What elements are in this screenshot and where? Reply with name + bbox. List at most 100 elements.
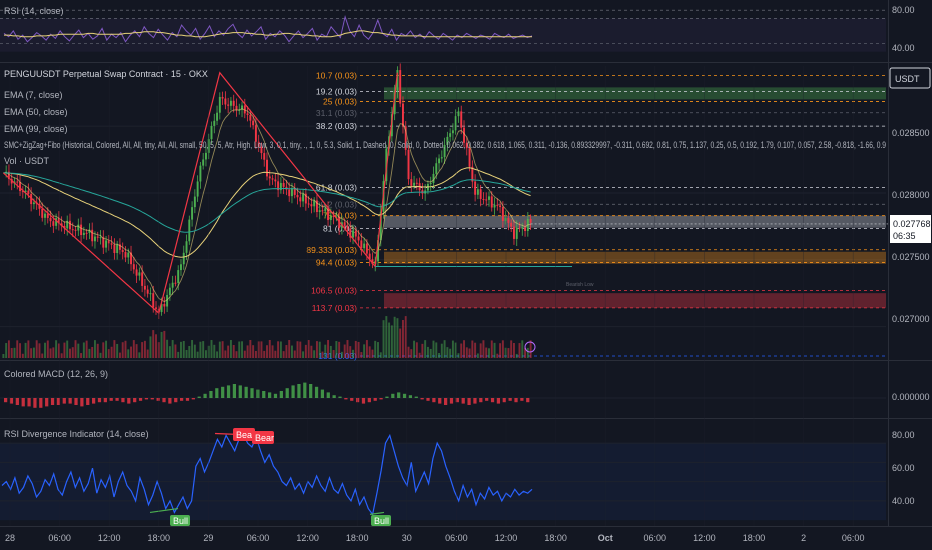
candle-body: [266, 159, 268, 177]
time-tick-label: 18:00: [346, 533, 369, 543]
volume-bar: [390, 325, 393, 358]
main-title[interactable]: PENGUUSDT Perpetual Swap Contract · 15 ·…: [4, 69, 208, 79]
candle-body: [438, 158, 441, 164]
macd-bar: [115, 398, 119, 401]
price-tick-1: 0.028500: [892, 128, 930, 138]
volume-bar: [107, 349, 110, 358]
fib-label-10: 94.4 (0.03): [316, 257, 357, 267]
ema99-legend[interactable]: EMA (99, close): [4, 124, 68, 134]
rsi-top-title[interactable]: RSI (14, close): [4, 6, 64, 16]
macd-bar: [332, 395, 336, 398]
candle-body: [174, 282, 177, 284]
last-price-badge: [890, 215, 931, 243]
macd-bar: [232, 384, 237, 398]
volume-bar: [338, 341, 341, 358]
volume-bar: [352, 349, 354, 358]
candle-body: [413, 182, 416, 186]
volume-bar: [24, 342, 27, 358]
volume-bar: [374, 340, 377, 358]
macd-bar: [297, 384, 301, 398]
candle-body: [143, 285, 146, 290]
volume-bar: [268, 340, 271, 358]
rsi-div-title[interactable]: RSI Divergence Indicator (14, close): [4, 429, 149, 439]
candle-body: [235, 105, 238, 111]
volume-bar: [377, 342, 379, 358]
main-price-pane: 10.7 (0.03) 19.2 (0.03)25 (0.03) 31.1 (0.0…: [0, 63, 888, 361]
macd-tick-0: 0.000000: [892, 392, 930, 402]
volume-bar: [335, 341, 338, 358]
volume-bar: [443, 340, 446, 358]
volume-bar: [52, 347, 55, 358]
candle-body: [66, 220, 69, 229]
candle-body: [354, 230, 357, 237]
macd-bar: [262, 391, 266, 398]
macd-title[interactable]: Colored MACD (12, 26, 9): [4, 369, 108, 379]
candle-body: [277, 181, 280, 191]
candle-body: [102, 237, 105, 248]
candle-body: [188, 219, 191, 242]
macd-bar: [338, 396, 342, 398]
bear-label-1: Bear: [236, 430, 255, 440]
volume-bar: [188, 345, 191, 358]
price-tick-3: 0.027500: [892, 252, 930, 262]
volume-bar: [266, 345, 268, 358]
macd-bar: [39, 398, 43, 408]
macd-bar: [4, 398, 8, 403]
fib-zone-red: [384, 293, 886, 308]
rsi-div-tick-60: 60.00: [892, 463, 915, 473]
candle-body: [449, 133, 452, 137]
volume-bar: [216, 351, 219, 358]
candle-body: [96, 236, 99, 238]
candle-body: [218, 96, 221, 113]
volume-bar: [35, 340, 38, 358]
ema50-legend[interactable]: EMA (50, close): [4, 107, 68, 117]
volume-bar: [343, 344, 346, 358]
ema7-legend[interactable]: EMA (7, close): [4, 90, 63, 100]
volume-bar: [293, 350, 296, 358]
fib-zone-green: [384, 87, 886, 100]
macd-bar: [414, 396, 418, 398]
volume-bar: [213, 344, 216, 358]
volume-bar: [102, 342, 105, 358]
fib-label-2: 25 (0.03): [323, 96, 357, 106]
volume-bar: [521, 340, 524, 358]
volume-legend[interactable]: Vol · USDT: [4, 156, 50, 166]
candle-body: [41, 208, 44, 218]
volume-bar: [27, 340, 30, 358]
currency-button[interactable]: [889, 67, 931, 89]
volume-bar: [432, 340, 435, 358]
candle-body: [257, 141, 260, 147]
candle-body: [107, 240, 110, 244]
volume-bar: [69, 348, 71, 358]
macd-pane: [0, 382, 886, 408]
bull-divergence-line-1: [149, 507, 179, 514]
candle-body: [163, 304, 166, 307]
macd-bar: [45, 398, 49, 407]
candle-body: [507, 218, 510, 223]
candle-body: [415, 182, 418, 184]
candle-body: [10, 179, 13, 184]
macd-bar: [27, 398, 31, 407]
smc-zigzag-legend[interactable]: SMC+ZigZag+Fibo (Historical, Colored, Al…: [4, 140, 886, 150]
volume-bar: [332, 350, 335, 358]
candle-body: [479, 189, 482, 199]
volume-bar: [193, 344, 196, 358]
candle-body: [224, 98, 227, 105]
candle-body: [407, 149, 410, 180]
volume-bar: [399, 328, 402, 358]
candle-body: [271, 178, 274, 180]
candle-body: [474, 181, 477, 195]
time-tick-label: 06:00: [445, 533, 468, 543]
volume-bar: [57, 343, 60, 358]
fib-label-9: 89.333 (0.03): [306, 245, 357, 255]
macd-bar: [391, 393, 395, 398]
candle-body: [435, 163, 438, 174]
volume-bar: [41, 353, 44, 358]
macd-bar: [279, 391, 283, 398]
volume-bar: [210, 340, 213, 358]
candle-body: [282, 182, 285, 187]
volume-bar: [252, 345, 255, 358]
macd-bar: [215, 388, 219, 398]
rsi-div-line: [1, 432, 533, 516]
